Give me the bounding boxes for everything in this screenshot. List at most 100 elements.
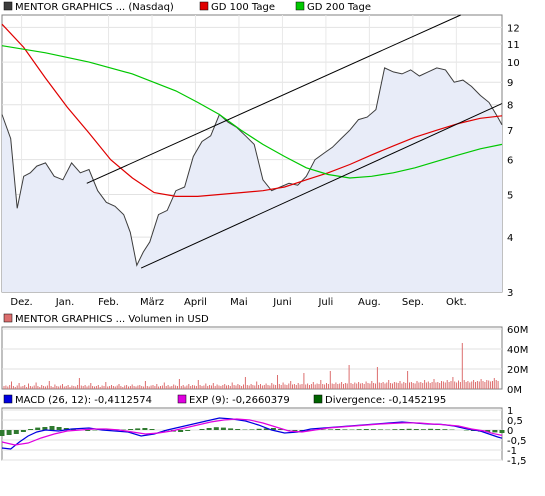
x-tick-label: Sep. (402, 297, 424, 308)
price-line (1, 67, 503, 267)
divergence-bar (363, 429, 369, 430)
legend-swatch (199, 1, 209, 11)
legend-swatch (3, 1, 13, 11)
x-tick-label: Aug. (358, 297, 381, 308)
legend-label: GD 100 Tage (211, 2, 275, 13)
trendline (140, 103, 503, 269)
price-panel: MENTOR GRAPHICS ... (Nasdaq) GD 100 Tage G… (1, 1, 520, 308)
price-area-fill (2, 67, 502, 293)
divergence-bar (185, 430, 191, 431)
macd-plot-area (1, 407, 503, 461)
x-tick-label: April (184, 297, 207, 308)
x-tick-label: Juni (272, 297, 291, 308)
legend-label: MACD (26, 12): -0,4112574 (15, 395, 152, 406)
volume-y-ticks: 0M 20M 40M 60M (507, 325, 528, 396)
divergence-bar (428, 428, 434, 430)
y-tick-label: 3 (507, 288, 513, 299)
divergence-bar (142, 428, 148, 430)
divergence-bar (63, 428, 69, 430)
divergence-bar (228, 428, 234, 430)
divergence-bar (6, 430, 12, 435)
divergence-bar (256, 428, 262, 430)
macd-divergence-bars (0, 426, 505, 436)
divergence-bar (413, 429, 419, 430)
volume-grid (2, 328, 502, 370)
price-trendlines (86, 14, 503, 269)
y-tick-label: -1,5 (507, 456, 527, 467)
divergence-bar (485, 430, 491, 432)
legend-swatch (177, 394, 187, 404)
macd-panel: MACD (26, 12): -0,4112574 EXP (9): -0,266… (0, 394, 527, 467)
legend-swatch (3, 394, 13, 404)
macd-series-lines (1, 417, 503, 450)
divergence-bar (378, 429, 384, 430)
y-tick-label: 11 (507, 40, 520, 51)
y-tick-label: -1 (507, 446, 517, 457)
y-tick-label: 10 (507, 58, 520, 69)
divergence-bar (435, 429, 441, 430)
divergence-bar (85, 430, 91, 431)
divergence-bar (342, 429, 348, 430)
y-tick-label: 7 (507, 126, 513, 137)
divergence-bar (278, 429, 284, 430)
volume-panel: MENTOR GRAPHICS ... Volumen in USD 0M 20M… (1, 313, 528, 396)
gd200-line (1, 45, 503, 179)
divergence-bar (235, 429, 241, 430)
y-tick-label: 1 (507, 406, 513, 417)
legend-label: MENTOR GRAPHICS ... Volumen in USD (15, 314, 209, 325)
macd-y-ticks: 10,50-0,5-1-1,5 (507, 406, 527, 467)
divergence-bar (35, 427, 41, 430)
price-series-lines (1, 23, 503, 267)
exp-line (1, 418, 503, 446)
divergence-bar (199, 429, 205, 430)
y-tick-label: 12 (507, 23, 520, 34)
divergence-bar (356, 429, 362, 430)
divergence-bar (399, 429, 405, 430)
x-tick-label: Okt. (446, 297, 467, 308)
volume-plot-area (1, 326, 503, 390)
divergence-bar (392, 429, 398, 430)
legend-swatch (313, 394, 323, 404)
y-tick-label: 0M (507, 385, 522, 396)
y-tick-label: 20M (507, 365, 528, 376)
y-tick-label: 0,5 (507, 416, 523, 427)
divergence-bar (28, 429, 34, 430)
divergence-bar (292, 430, 298, 431)
y-tick-label: 8 (507, 101, 513, 112)
divergence-bar (128, 429, 134, 430)
legend-label: EXP (9): -0,2660379 (189, 395, 290, 406)
x-tick-label: Juli (317, 297, 333, 308)
price-y-ticks: 3 4 5 6 7 8 9 10 11 12 (507, 23, 520, 299)
macd-legend: MACD (26, 12): -0,4112574 EXP (9): -0,266… (3, 394, 446, 406)
legend-swatch (3, 313, 13, 323)
divergence-bar (328, 429, 334, 430)
x-tick-label: Dez. (10, 297, 32, 308)
price-legend: MENTOR GRAPHICS ... (Nasdaq) GD 100 Tage G… (3, 1, 371, 13)
trendline (86, 14, 461, 184)
y-tick-label: -0,5 (507, 436, 527, 447)
divergence-bar (406, 428, 412, 430)
divergence-bar (420, 429, 426, 430)
y-tick-label: 6 (507, 156, 513, 167)
legend-label: GD 200 Tage (307, 2, 371, 13)
divergence-bar (206, 428, 212, 430)
x-tick-label: Feb. (98, 297, 119, 308)
y-tick-label: 9 (507, 78, 513, 89)
divergence-bar (70, 429, 76, 430)
legend-label: Divergence: -0,1452195 (325, 395, 446, 406)
divergence-bar (249, 429, 255, 430)
y-tick-label: 5 (507, 190, 513, 201)
divergence-bar (370, 429, 376, 430)
y-tick-label: 0 (507, 426, 513, 437)
divergence-bar (20, 430, 26, 432)
divergence-bar (13, 430, 19, 434)
x-tick-label: Mai (230, 297, 248, 308)
divergence-bar (213, 427, 219, 430)
legend-swatch (295, 1, 305, 11)
divergence-bar (270, 428, 276, 430)
x-tick-label: Jan. (55, 297, 75, 308)
divergence-bar (135, 428, 141, 430)
divergence-bar (499, 430, 505, 433)
divergence-bar (220, 427, 226, 430)
